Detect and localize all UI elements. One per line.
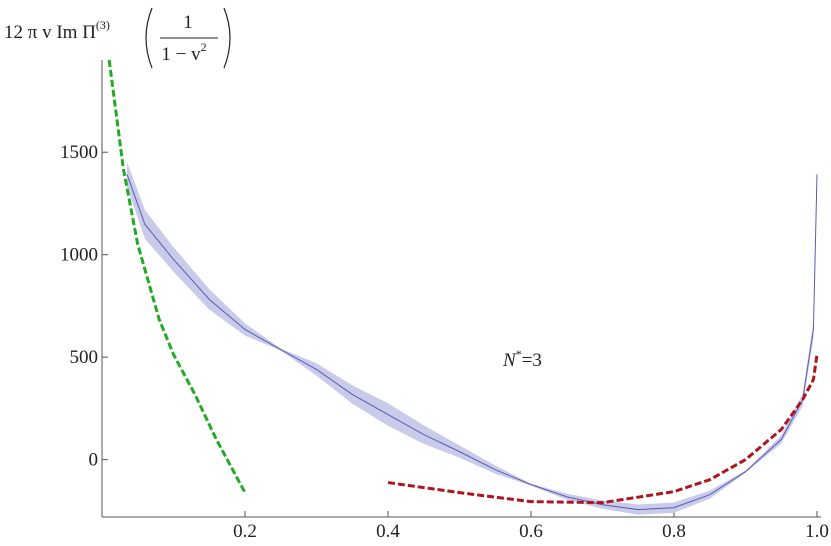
y-label-numerator: 1	[183, 12, 193, 33]
annotation: N*=3	[502, 347, 542, 371]
x-tick-label: 0.8	[662, 521, 686, 541]
uncertainty-band	[127, 162, 817, 515]
annotation-rest: =3	[522, 350, 542, 371]
paren	[145, 7, 153, 69]
series-line	[107, 59, 247, 494]
annotation-superscript: *	[516, 347, 522, 361]
x-tick-label: 0.4	[376, 521, 400, 541]
y-label-superscript: (3)	[96, 18, 110, 32]
series-line	[387, 354, 819, 505]
x-tick-label: 0.6	[519, 521, 543, 541]
y-label-denominator-sup: 2	[201, 40, 207, 54]
y-tick-label: 1500	[60, 142, 98, 163]
y-label-denominator: 1 − v2	[161, 40, 206, 65]
series-line	[126, 174, 818, 511]
y-tick-label: 0	[89, 450, 99, 471]
x-tick-label: 0.2	[233, 521, 257, 541]
paren	[223, 7, 231, 69]
x-tick-label: 1.0	[805, 521, 829, 541]
y-label-prefix: 12 π v Im Π	[4, 22, 96, 43]
y-axis-label: 12 π v Im Π(3)	[4, 18, 110, 43]
y-tick-label: 1000	[60, 245, 98, 266]
annotation-symbol: N	[502, 350, 517, 371]
y-label-denominator-text: 1 − v	[161, 44, 201, 65]
y-tick-label: 500	[70, 347, 99, 368]
